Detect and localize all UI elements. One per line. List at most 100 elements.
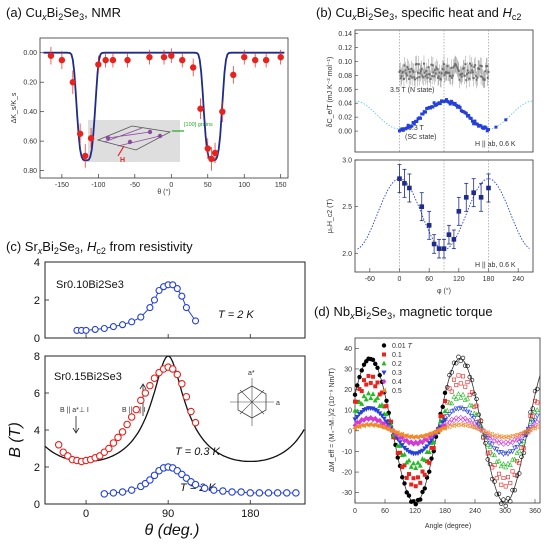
panel-d-point [492,452,497,458]
panel-d-point [397,443,403,448]
panel-b1-normal-point [449,75,452,78]
panel-b1-normal-point [465,79,468,82]
panel-d-point [505,441,511,447]
panel-d-point [445,385,450,390]
panel-b1-ytick-label: 0.00 [338,129,352,136]
panel-b1-normal-point [464,63,467,66]
panel-d-point [390,428,396,434]
panel-c-xlabel: θ (deg.) [145,522,200,539]
panel-b2-point [456,209,462,214]
panel-b1-sc-point [454,103,458,107]
panel-d-point [352,425,357,431]
panel-a-ytick-label: 0.20 [23,80,37,87]
panel-d-point [530,414,535,419]
panel-d-point [510,469,515,474]
panel-c1-ytick-label: 2 [34,295,40,307]
panel-b1-sc-point [415,119,419,123]
panel-b1-normal-point [457,68,460,71]
panel-d-point [496,450,502,456]
panel-c1-point [109,323,117,331]
panel-b1-normal-point [468,77,471,80]
panel-d-point [449,370,454,375]
title-c: (c) SrxBi2Se3, Hc2 from resistivity [6,239,193,256]
panel-b1-normal-point [453,64,456,67]
panel-d-point [517,471,522,476]
panel-d-point [402,451,407,457]
panel-c2-red-point [123,420,131,429]
panel-b1-sc-point [438,102,442,106]
panel-d-point [501,441,506,447]
panel-d-point [514,432,519,438]
panel-b1-normal-point [425,70,428,73]
panel-c2-red-point [141,389,150,397]
panel-d-point [460,391,466,397]
panel-c2-red-point [146,381,154,390]
panel-c2-xtick-label: 0 [83,508,89,520]
panel-d-point [357,419,362,426]
panel-c2-temp-red: T = 0.3 K [175,446,221,458]
panel-a-inset-atom [105,135,111,141]
panel-d-point [476,422,482,428]
panel-d-xtick-label: 180 [439,508,451,515]
panel-d-point [527,427,533,433]
panel-d-point [480,428,486,434]
panel-d-point [397,450,402,455]
panel-b1-normal-point [457,69,460,72]
panel-d-point [489,431,495,437]
panel-d-point [485,457,490,462]
panel-b2-point [441,246,447,251]
panel-d-point [476,424,482,430]
panel-d-point [499,482,504,487]
panel-c2-blue-point [118,488,127,496]
title-a: (a) CuxBi2Se3, NMR [6,5,121,22]
panel-b1-sc-point [504,118,508,122]
panel-b1-normal-point [426,76,429,79]
panel-c1-ytick-label: 4 [34,257,40,269]
panel-d-ylabel: ΔM_eff = (M₊−M₋)/2 (10⁻⁹ Nm/T) [329,368,336,472]
panel-b1-sc-point [406,123,410,127]
panel-b1-sc-point [469,116,473,120]
panel-d-point [462,422,468,428]
panel-a-inset-atom [147,129,153,135]
panel-b1-normal-point [479,64,482,67]
panel-d-point [422,472,427,477]
panel-b1-normal-point [422,62,425,65]
panel-d-legend-label: 0.4 [392,379,402,386]
panel-d-legend-label: 0.2 [392,361,402,368]
panel-d-point [359,389,364,394]
panel-d-point [501,461,506,467]
panel-d-point [494,492,499,497]
panel-d-point [427,469,432,474]
panel-d-point [442,399,447,404]
panel-c2-astar: a* [248,370,255,377]
panel-d-point [413,502,418,507]
panel-d-point [418,480,423,485]
panel-a-point [179,56,186,64]
panel-b1-ytick-label: 0.08 [338,73,352,80]
panel-b1-sc-point [405,126,409,130]
panel-b1-normal-point [429,77,432,80]
panel-d-point [379,413,385,419]
panel-d-point [437,427,443,433]
panel-b1-sc-point [494,125,498,129]
panel-d-point [444,414,450,420]
panel-c2-blue-point [264,489,273,497]
panel-d-point [487,435,493,441]
panel-b1-normal-point [433,75,436,78]
panel-b2-point [402,181,407,186]
panel-d-point [458,394,464,400]
panel-d-point [447,372,452,378]
panel-c2: B (T) θ (deg.) Sr0.15Bi2Se3 T = 0.3 K T … [7,355,306,539]
panel-d-ytick-label: -30 [342,490,352,497]
panel-b1-normal-point [431,75,434,78]
panel-d-point [469,402,475,408]
panel-b1-normal-point [408,70,411,73]
panel-d-point [368,395,374,401]
panel-d-point [505,451,511,457]
panel-d-point [467,410,473,416]
panel-b1-normal-point [460,73,463,76]
panel-b1-normal-point [486,76,489,79]
panel-b1-normal-point [400,75,403,78]
panel-d-point [424,444,430,450]
panel-d-point [357,386,362,391]
